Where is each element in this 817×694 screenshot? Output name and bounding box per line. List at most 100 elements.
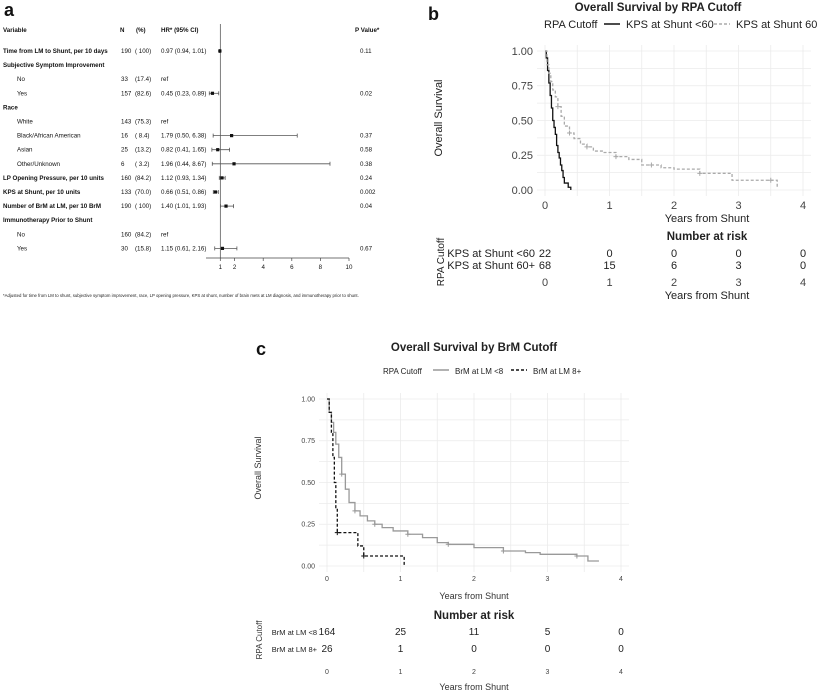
forest-row-label: No: [17, 76, 25, 83]
risk-count: 6: [671, 260, 677, 272]
forest-row-label: Race: [3, 104, 18, 111]
forest-x-tick-label: 10: [346, 264, 353, 271]
km-y-tick-label: 0.00: [512, 185, 533, 197]
forest-row-n: 25: [121, 147, 128, 154]
risk-count: 5: [545, 627, 551, 638]
km-x-tick-label: 0: [325, 576, 329, 583]
forest-row-n: 16: [121, 133, 128, 140]
forest-row-pct: ( 3.2): [135, 161, 149, 168]
forest-point: [216, 148, 220, 152]
km-b-xlabel: Years from Shunt: [665, 213, 750, 225]
risk-count: 0: [545, 644, 551, 655]
forest-point: [218, 49, 222, 53]
forest-x-tick-label: 1: [219, 264, 223, 271]
km-b-risk-ylabel: RPA Cutoff: [436, 238, 447, 287]
km-curve-1: [327, 398, 599, 562]
km-y-tick-label: 0.25: [301, 522, 315, 529]
forest-header-variable: Variable: [3, 27, 27, 34]
km-censor-mark: [567, 130, 573, 136]
forest-footnote: *Adjusted for time from LM to shunt, sub…: [3, 293, 359, 298]
forest-row-hr: 1.96 (0.44, 8.67): [161, 161, 206, 168]
km-legend-title: RPA Cutoff: [544, 19, 598, 31]
km-x-tick-label: 4: [619, 576, 623, 583]
forest-row-p: 0.04: [360, 203, 373, 210]
forest-row-p: 0.67: [360, 245, 373, 252]
km-y-tick-label: 0.75: [512, 81, 533, 93]
km-censor-mark: [372, 521, 378, 527]
forest-row-n: 160: [121, 175, 132, 182]
risk-row-label: KPS at Shunt 60+: [447, 260, 535, 272]
km-x-tick-label: 1: [606, 200, 612, 212]
km-c-risk-ylabel: RPA Cutoff: [255, 620, 264, 660]
forest-row-hr: 1.12 (0.93, 1.34): [161, 175, 206, 182]
forest-row-label: Time from LM to Shunt, per 10 days: [3, 48, 108, 55]
km-censor-mark: [574, 553, 580, 559]
forest-row-label: Number of BrM at LM, per 10 BrM: [3, 203, 101, 210]
km-legend-label-2: KPS at Shunt 60+: [736, 19, 817, 31]
forest-row-p: 0.002: [360, 189, 376, 196]
risk-x-tick-label: 1: [399, 669, 403, 676]
km-censor-mark: [339, 471, 345, 477]
forest-x-tick-label: 6: [290, 264, 294, 271]
km-x-tick-label: 0: [542, 200, 548, 212]
forest-row-p: 0.11: [360, 48, 372, 55]
km-b-ylabel: Overall Survival: [433, 79, 445, 156]
risk-row-label: BrM at LM 8+: [272, 645, 318, 654]
risk-count: 164: [319, 627, 336, 638]
km-censor-mark: [697, 170, 703, 176]
forest-row-n: 143: [121, 119, 132, 126]
km-censor-mark: [445, 541, 451, 547]
forest-row-n: 157: [121, 90, 132, 97]
risk-count: 68: [539, 260, 551, 272]
forest-point: [220, 176, 224, 180]
forest-row-pct: (13.2): [135, 147, 151, 154]
km-x-tick-label: 3: [546, 576, 550, 583]
forest-row-pct: (75.3): [135, 119, 151, 126]
risk-count: 1: [398, 644, 404, 655]
risk-count: 0: [618, 644, 624, 655]
risk-x-tick-label: 4: [619, 669, 623, 676]
forest-row-p: 0.37: [360, 133, 373, 140]
forest-row-pct: ( 100): [135, 48, 151, 55]
forest-row-pct: ( 8.4): [135, 133, 149, 140]
risk-x-tick-label: 3: [735, 277, 741, 289]
forest-row-p: 0.24: [360, 175, 373, 182]
forest-x-tick-label: 4: [261, 264, 265, 271]
forest-row-label: LP Opening Pressure, per 10 units: [3, 175, 105, 182]
forest-row-n: 133: [121, 189, 132, 196]
risk-count: 25: [395, 627, 407, 638]
risk-count: 22: [539, 248, 551, 260]
km-y-tick-label: 0.25: [512, 150, 533, 162]
forest-row-hr: ref: [161, 119, 169, 126]
forest-row-label: No: [17, 231, 25, 238]
risk-x-tick-label: 3: [546, 669, 550, 676]
forest-row-label: Other/Unknown: [17, 161, 61, 168]
forest-header-pct: (%): [136, 27, 146, 34]
risk-x-tick-label: 0: [325, 669, 329, 676]
forest-row-hr: 0.82 (0.41, 1.65): [161, 147, 206, 154]
km-censor-mark: [584, 144, 590, 150]
km-censor-mark: [361, 553, 367, 559]
forest-row-hr: ref: [161, 231, 169, 238]
forest-row-n: 190: [121, 48, 132, 55]
forest-header-p: P Value*: [355, 27, 380, 34]
km-censor-mark: [500, 548, 506, 554]
km-x-tick-label: 3: [735, 200, 741, 212]
km-b-title: Overall Survival by RPA Cutoff: [575, 2, 742, 14]
km-censor-mark: [613, 154, 619, 160]
forest-plot: Variable N (%) HR* (95% CI) P Value* Tim…: [3, 24, 380, 298]
forest-row-p: 0.38: [360, 161, 373, 168]
risk-x-tick-label: 1: [606, 277, 612, 289]
risk-x-tick-label: 2: [671, 277, 677, 289]
km-legend-label-1: KPS at Shunt <60: [626, 19, 714, 31]
km-x-tick-label: 4: [800, 200, 806, 212]
km-b-risk-title: Number at risk: [667, 231, 748, 243]
forest-row-n: 6: [121, 161, 125, 168]
km-b-risk-xlabel: Years from Shunt: [665, 290, 750, 302]
panel-b-letter: b: [428, 4, 439, 24]
km-curve-1: [545, 50, 572, 190]
km-x-tick-label: 2: [671, 200, 677, 212]
risk-row-label: KPS at Shunt <60: [447, 248, 535, 260]
km-c-xlabel: Years from Shunt: [439, 591, 509, 601]
km-censor-mark: [648, 162, 654, 168]
